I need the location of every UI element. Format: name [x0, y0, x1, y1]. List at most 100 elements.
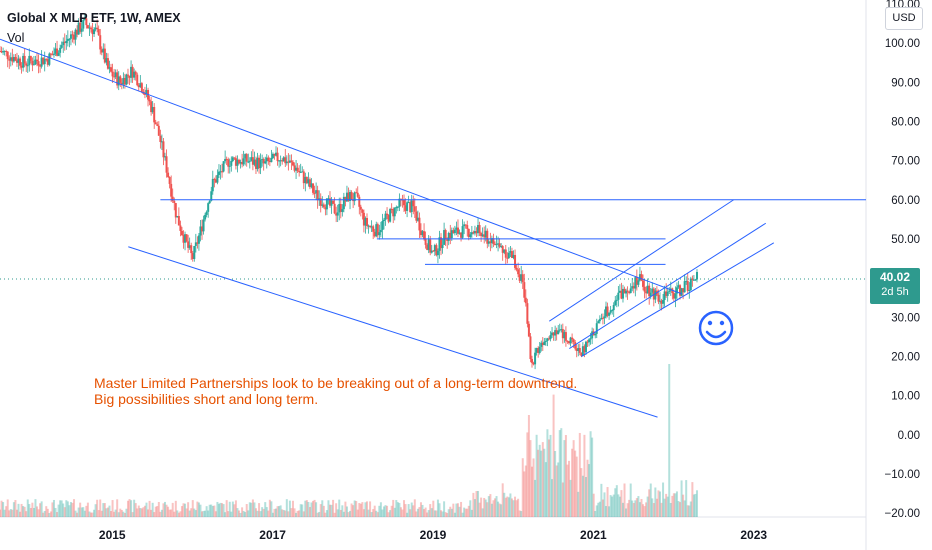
- candle-body: [103, 48, 106, 63]
- volume-bar: [40, 501, 43, 517]
- candle-body: [594, 333, 597, 336]
- candle-body: [583, 346, 586, 353]
- volume-bar: [526, 432, 529, 517]
- candle-body: [315, 190, 318, 194]
- candle-body: [648, 285, 651, 297]
- volume-bar: [652, 503, 655, 517]
- candle-body: [392, 209, 395, 217]
- candle-body: [123, 78, 126, 85]
- volume-bar: [591, 437, 594, 517]
- volume-bar: [501, 483, 504, 517]
- volume-bar: [685, 480, 688, 517]
- candle-body: [122, 78, 125, 85]
- currency-button[interactable]: USD: [885, 7, 923, 30]
- volume-bar: [642, 504, 645, 517]
- candle-body: [94, 27, 97, 30]
- volume-bar: [373, 505, 376, 517]
- volume-bar: [463, 507, 466, 517]
- candle-body: [555, 330, 558, 335]
- candle-body: [527, 323, 530, 337]
- candle-body: [469, 234, 472, 238]
- candle-body: [672, 293, 675, 299]
- volume-bar: [250, 502, 253, 517]
- candle-body: [376, 224, 379, 236]
- candle-body: [393, 207, 396, 217]
- volume-bar: [163, 501, 166, 517]
- candle-body: [662, 299, 665, 304]
- volume-bar: [527, 415, 530, 517]
- volume-bar: [245, 504, 248, 517]
- volume-bar: [301, 504, 304, 517]
- volume-bar: [180, 506, 183, 517]
- volume-bar: [358, 503, 361, 517]
- trendline[interactable]: [0, 38, 682, 295]
- candle-body: [111, 71, 114, 77]
- volume-bar: [549, 434, 552, 517]
- candle-body: [635, 277, 638, 285]
- candle-body: [554, 330, 557, 336]
- candle-body: [288, 160, 291, 163]
- volume-bar: [270, 501, 273, 517]
- trendline-drawings[interactable]: [0, 38, 866, 418]
- candle-body: [216, 174, 219, 183]
- candle-body: [480, 233, 483, 237]
- trendline[interactable]: [128, 246, 658, 418]
- candle-body: [338, 204, 341, 213]
- volume-bar: [299, 504, 302, 517]
- volume-bar: [483, 497, 486, 517]
- candle-body: [322, 204, 325, 208]
- candle-body: [102, 48, 105, 53]
- volume-bar: [116, 499, 119, 517]
- volume-bar: [261, 507, 264, 517]
- candle-body: [290, 160, 293, 163]
- candle-body: [577, 347, 580, 352]
- chart-annotation[interactable]: Master Limited Partnerships look to be b…: [94, 375, 577, 407]
- volume-bar: [130, 500, 133, 517]
- trendline[interactable]: [548, 199, 734, 322]
- volume-bar: [424, 507, 427, 517]
- candle-body: [143, 93, 146, 95]
- volume-bar: [638, 502, 641, 517]
- volume-bar: [546, 429, 549, 517]
- volume-bar: [551, 479, 554, 517]
- candle-body: [125, 74, 128, 85]
- candle-body: [153, 107, 156, 123]
- candle-body: [173, 200, 176, 204]
- trendline[interactable]: [569, 222, 767, 350]
- volume-bar: [188, 510, 191, 517]
- candle-body: [54, 48, 57, 54]
- candle-body: [349, 192, 352, 201]
- candle-body: [486, 230, 489, 244]
- candle-body: [470, 232, 473, 235]
- candle-body: [432, 250, 435, 252]
- volume-bar: [42, 512, 45, 517]
- volume-bar: [236, 508, 239, 517]
- volume-bar: [612, 494, 615, 517]
- volume-bar: [683, 500, 686, 517]
- volume-bar: [295, 512, 298, 517]
- candle-body: [114, 72, 117, 77]
- volume-bar: [456, 503, 459, 517]
- volume-bar: [452, 503, 455, 517]
- volume-bar: [503, 492, 506, 517]
- candle-body: [634, 277, 637, 289]
- volume-bar: [102, 503, 105, 517]
- volume-bar: [547, 439, 550, 517]
- price-tick-label: −20.00: [885, 508, 921, 520]
- volume-bar: [615, 485, 618, 517]
- volume-bar: [37, 509, 40, 517]
- volume-bar: [76, 512, 79, 517]
- candle-body: [568, 341, 571, 344]
- candle-body: [654, 290, 657, 300]
- candle-body: [581, 346, 584, 356]
- trendline[interactable]: [581, 242, 775, 357]
- candle-body: [17, 58, 20, 63]
- candle-body: [130, 66, 133, 78]
- volume-bar: [541, 442, 544, 517]
- candle-body: [674, 293, 677, 299]
- candle-body: [276, 152, 279, 162]
- candle-body: [9, 57, 12, 61]
- candle-body: [22, 55, 25, 68]
- candle-body: [695, 272, 698, 280]
